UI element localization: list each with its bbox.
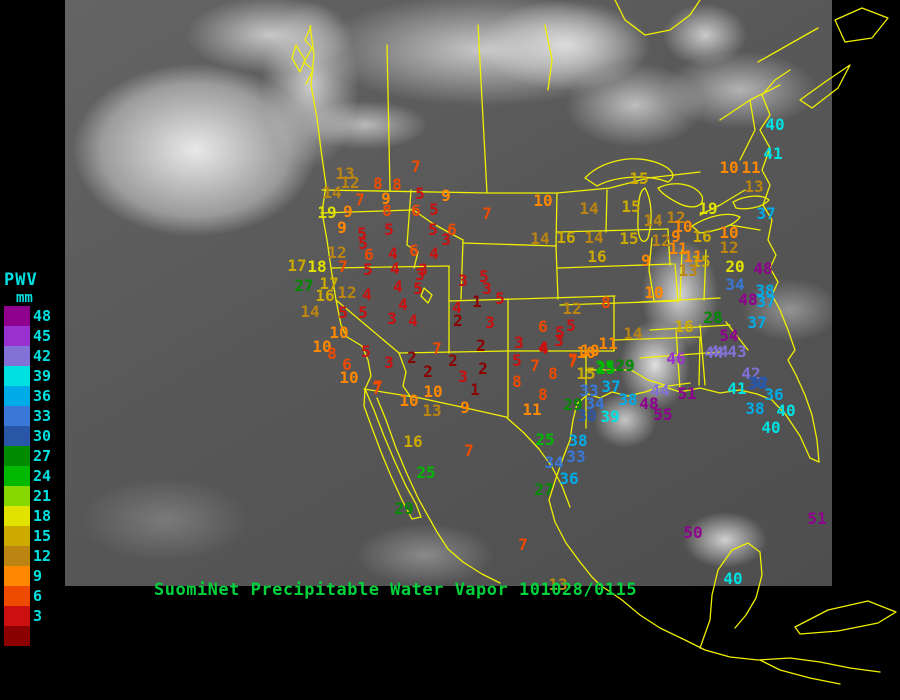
legend-bin: 6 bbox=[4, 586, 51, 606]
legend-bin: 18 bbox=[4, 506, 51, 526]
legend-bin: 48 bbox=[4, 306, 51, 326]
honduras-coast bbox=[759, 659, 841, 685]
cuba bbox=[794, 600, 897, 635]
legend-swatch bbox=[4, 306, 30, 326]
legend-swatch bbox=[4, 566, 30, 586]
legend-swatch bbox=[4, 626, 30, 646]
legend-swatch bbox=[4, 526, 30, 546]
legend-bin: 15 bbox=[4, 526, 51, 546]
legend-bin: 42 bbox=[4, 346, 51, 366]
legend-swatch bbox=[4, 386, 30, 406]
legend-bin: 27 bbox=[4, 446, 51, 466]
legend-swatch bbox=[4, 606, 30, 626]
legend-bin-label: 12 bbox=[33, 547, 52, 565]
newfoundland bbox=[834, 7, 889, 43]
legend-bin: 12 bbox=[4, 546, 51, 566]
legend-bin-label: 15 bbox=[33, 527, 52, 545]
legend-swatch bbox=[4, 446, 30, 466]
legend-title: PWV bbox=[4, 270, 38, 290]
legend-bin: 30 bbox=[4, 426, 51, 446]
legend-swatch bbox=[4, 326, 30, 346]
legend-swatch bbox=[4, 486, 30, 506]
legend-bin-label: 39 bbox=[33, 367, 52, 385]
legend-swatch bbox=[4, 426, 30, 446]
legend-bin-label: 42 bbox=[33, 347, 52, 365]
legend-bin-label: 45 bbox=[33, 327, 52, 345]
legend-swatch bbox=[4, 546, 30, 566]
legend-swatch bbox=[4, 506, 30, 526]
legend-bin-label: 33 bbox=[33, 407, 52, 425]
legend-bin: 3 bbox=[4, 606, 51, 626]
legend-bin: 39 bbox=[4, 366, 51, 386]
legend-bin: 33 bbox=[4, 406, 51, 426]
legend-bin-label: 3 bbox=[33, 607, 43, 625]
legend-bin bbox=[4, 626, 51, 646]
legend-bin-label: 21 bbox=[33, 487, 52, 505]
legend-color-scale: 48 45 42 39 36 33 30 27 24 21 18 15 12 9 6 3 bbox=[4, 306, 51, 646]
legend-bin-label: 24 bbox=[33, 467, 52, 485]
legend-bin-label: 48 bbox=[33, 307, 52, 325]
legend-bin: 24 bbox=[4, 466, 51, 486]
legend-swatch bbox=[4, 586, 30, 606]
legend-bin-label: 27 bbox=[33, 447, 52, 465]
legend-swatch bbox=[4, 406, 30, 426]
legend-bin-label: 9 bbox=[33, 567, 43, 585]
central-america-coast bbox=[599, 584, 881, 673]
legend-swatch bbox=[4, 346, 30, 366]
legend-bin: 45 bbox=[4, 326, 51, 346]
legend-bin-label: 30 bbox=[33, 427, 52, 445]
legend-bin: 36 bbox=[4, 386, 51, 406]
pwv-legend: PWV mm 48 45 42 39 36 33 30 27 24 21 18 15 12 9 6 3 bbox=[4, 270, 51, 646]
satellite-image bbox=[65, 0, 832, 586]
legend-bin: 9 bbox=[4, 566, 51, 586]
legend-bin-label: 18 bbox=[33, 507, 52, 525]
legend-swatch bbox=[4, 466, 30, 486]
legend-unit: mm bbox=[16, 290, 33, 306]
legend-bin-label: 6 bbox=[33, 587, 43, 605]
legend-swatch bbox=[4, 366, 30, 386]
legend-bin: 21 bbox=[4, 486, 51, 506]
map-title: SuomiNet Precipitable Water Vapor 101028… bbox=[154, 580, 638, 600]
legend-bin-label: 36 bbox=[33, 387, 52, 405]
